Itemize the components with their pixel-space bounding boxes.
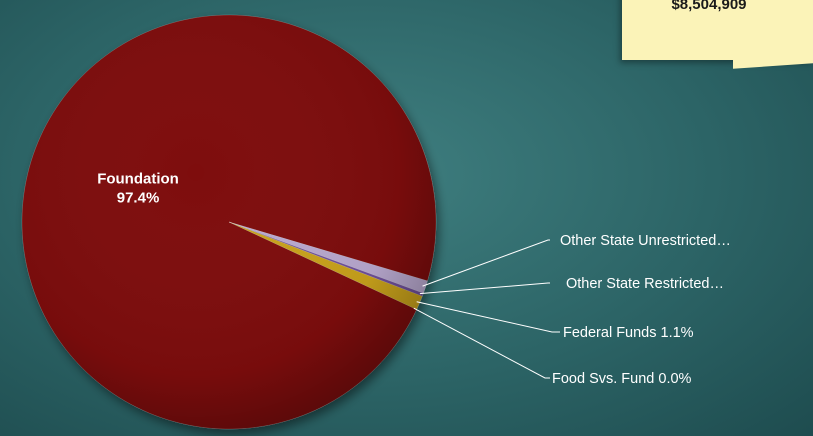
slice-label-foundation: Foundation bbox=[97, 171, 179, 188]
total-callout: $8,504,909 bbox=[622, 0, 813, 60]
leader-line-other-state-restricted bbox=[419, 282, 550, 295]
leader-line-federal-funds bbox=[416, 301, 560, 333]
slice-label-other-state-unrestricted: Other State Unrestricted… bbox=[560, 233, 731, 249]
slice-label-food-svs-fund: Food Svs. Fund 0.0% bbox=[552, 371, 692, 387]
slice-label-other-state-restricted: Other State Restricted… bbox=[566, 276, 724, 292]
slice-label-federal-funds: Federal Funds 1.1% bbox=[563, 325, 694, 341]
leader-line-food-svs-fund bbox=[413, 307, 550, 379]
slice-percent-foundation: 97.4% bbox=[117, 190, 160, 207]
total-value: $8,504,909 bbox=[671, 0, 747, 13]
leader-line-other-state-unrestricted bbox=[422, 239, 550, 287]
